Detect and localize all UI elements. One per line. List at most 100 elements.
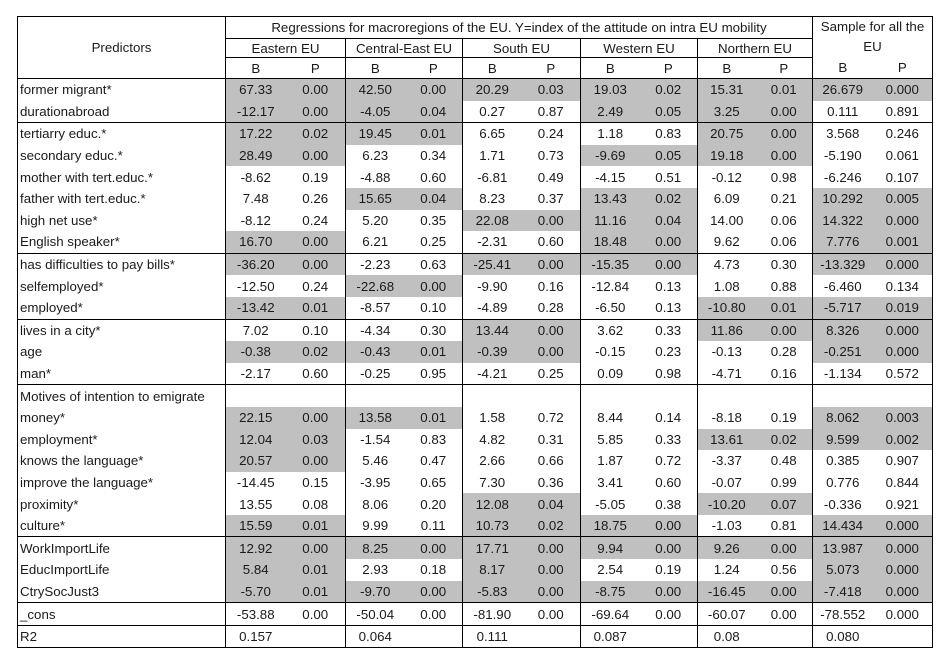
p-value-cell: 0.60 (639, 471, 698, 494)
table-row: improve the language* -14.45 0.15 -3.95 0.65… (17, 471, 933, 494)
coef-b-cell: -36.20 (225, 253, 286, 276)
p-value-cell: 0.000 (872, 536, 933, 560)
coef-b-cell (226, 385, 286, 407)
coef-b-cell: -0.07 (711, 474, 742, 490)
coef-b-cell: 1.18 (597, 126, 624, 142)
p-value-cell: 0.23 (639, 341, 698, 363)
coef-b-cell: -0.15 (595, 344, 626, 360)
coef-b-cell: 12.08 (462, 493, 522, 515)
coef-b-cell (581, 385, 640, 407)
p-value-cell: 0.00 (285, 536, 346, 560)
p-value-cell: 0.20 (404, 493, 463, 515)
p-value-cell: 0.00 (755, 602, 813, 626)
p-value-cell: 0.00 (285, 144, 346, 167)
coef-b-cell: 1.24 (713, 562, 740, 578)
coef-b-cell: 9.62 (697, 231, 756, 254)
p-value-cell: 0.00 (285, 231, 346, 254)
p-value-cell: 0.00 (521, 602, 581, 626)
p-value-cell: 0.98 (755, 166, 813, 188)
coef-b-cell: -53.88 (225, 602, 286, 626)
coef-b-cell: 9.94 (580, 536, 640, 560)
p-value-cell: 0.38 (639, 493, 698, 515)
group-header-western: Western EU (580, 38, 698, 58)
p-value-cell: 0.28 (755, 341, 813, 363)
coef-b-cell: 8.23 (479, 191, 506, 207)
coef-b-cell (346, 385, 405, 407)
p-value-cell: 0.72 (521, 406, 581, 429)
predictor-label: CtrySocJust3 (17, 580, 226, 604)
coef-b-cell: -8.75 (580, 580, 640, 604)
coef-b-cell: -6.50 (580, 296, 640, 320)
coef-b-cell: 1.87 (597, 453, 624, 469)
coef-b-cell: 1.58 (479, 410, 506, 426)
coef-b-cell: 7.48 (242, 191, 269, 207)
p-value-cell: 0.04 (404, 187, 463, 210)
coef-b-cell: 9.26 (697, 536, 756, 560)
p-value-cell: 0.01 (285, 514, 346, 538)
predictor-label: secondary educ.* (17, 144, 226, 167)
p-value-cell: 0.26 (285, 187, 346, 210)
table-row: English speaker* 16.70 0.00 6.21 0.25 -2.31 0.… (17, 231, 933, 254)
p-value-cell: 0.107 (872, 166, 933, 188)
p-value-cell: 0.99 (755, 471, 813, 494)
coef-b-cell: 0.385 (826, 453, 860, 469)
p-value-cell: 0.00 (639, 536, 698, 560)
p-value-cell (755, 384, 813, 407)
predictor-label: improve the language* (17, 471, 226, 494)
predictor-label: age (17, 341, 226, 363)
coef-b-cell: 11.16 (580, 209, 640, 232)
coef-b-cell: 19.18 (697, 144, 756, 167)
coef-b-cell (698, 385, 756, 407)
p-value-cell: 0.51 (639, 166, 698, 188)
coef-b-cell: 10.73 (462, 514, 522, 538)
coef-b-cell: -4.88 (360, 169, 391, 185)
coef-b-cell: 2.66 (479, 453, 506, 469)
coef-b-cell: 5.073 (812, 559, 873, 581)
coef-b-cell: -3.95 (360, 474, 391, 490)
p-header: P (521, 57, 581, 79)
p-value-cell: 0.000 (872, 209, 933, 232)
p-value-cell: 0.00 (521, 580, 581, 604)
p-value-cell: 0.00 (285, 100, 346, 124)
coef-b-cell: -5.83 (462, 580, 522, 604)
b-header: B (812, 57, 873, 79)
coef-b-cell: 5.20 (362, 212, 389, 228)
p-value-cell: 0.000 (872, 341, 933, 363)
p-value-cell: 0.00 (755, 319, 813, 342)
coef-b-cell: -5.70 (225, 580, 286, 604)
coef-b-cell: 1.08 (713, 278, 740, 294)
predictor-label: English speaker* (17, 231, 226, 254)
coef-b-cell: -0.38 (225, 341, 286, 363)
p-value-cell: 0.00 (404, 275, 463, 297)
p-value-cell: 0.00 (755, 122, 813, 145)
coef-b-cell: -50.04 (345, 602, 405, 626)
p-value-cell: 0.02 (639, 78, 698, 101)
p-value-cell (404, 384, 463, 407)
p-value-cell: 0.00 (639, 602, 698, 626)
p-header: P (404, 57, 463, 79)
coef-b-cell: -4.21 (462, 362, 522, 386)
p-value-cell: 0.019 (872, 296, 933, 320)
table-row: lives in a city* 7.02 0.10 -4.34 0.30 13.44 0.… (17, 319, 933, 342)
predictor-label: man* (17, 362, 226, 386)
coef-b-cell: 15.31 (697, 78, 756, 101)
p-value-cell: 0.14 (639, 406, 698, 429)
table-row: former migrant* 67.33 0.00 42.50 0.00 20.29 0.… (17, 78, 933, 101)
coef-b-cell: 5.85 (597, 431, 624, 447)
p-value-cell: 0.00 (404, 536, 463, 560)
p-value-cell: 0.01 (285, 559, 346, 581)
coef-b-cell: -5.05 (595, 496, 626, 512)
coef-b-cell: -16.45 (697, 580, 756, 604)
p-value-cell: 0.88 (755, 275, 813, 297)
coef-b-cell: 8.06 (362, 496, 389, 512)
p-value-cell (285, 384, 346, 407)
p-value-cell: 0.001 (872, 231, 933, 254)
p-value-cell: 0.00 (285, 406, 346, 429)
coef-b-cell: 0.09 (580, 362, 640, 386)
coef-b-cell: -2.31 (462, 231, 522, 254)
p-value-cell: 0.000 (872, 319, 933, 342)
p-value-cell: 0.02 (285, 341, 346, 363)
coef-b-cell: -2.17 (225, 362, 286, 386)
coef-b-cell: 14.00 (710, 212, 744, 228)
p-value-cell: 0.02 (285, 122, 346, 145)
